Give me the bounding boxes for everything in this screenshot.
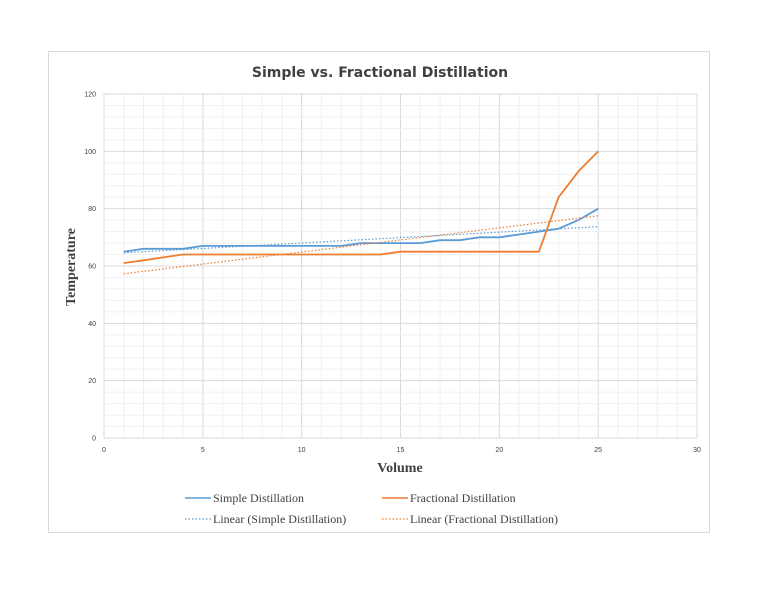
tick-labels: 0 5 10 15 20 25 30 0 20 40 60 80 100 120 [84, 92, 701, 455]
x-tick-label: 0 [102, 447, 106, 454]
y-tick-label: 20 [88, 378, 96, 385]
legend-label: Linear (Fractional Distillation) [410, 512, 558, 526]
line-chart: 0 5 10 15 20 25 30 0 20 40 60 80 100 120 Simple vs. F… [64, 65, 701, 526]
chart-title: Simple vs. Fractional Distillation [252, 65, 508, 81]
y-tick-label: 100 [84, 149, 96, 156]
x-tick-label: 25 [594, 447, 602, 454]
legend-label: Linear (Simple Distillation) [213, 512, 346, 526]
y-tick-label: 0 [92, 436, 96, 443]
x-tick-label: 30 [693, 447, 701, 454]
y-tick-label: 120 [84, 92, 96, 99]
x-tick-label: 10 [298, 447, 306, 454]
y-tick-label: 60 [88, 264, 96, 271]
chart-frame: 0 5 10 15 20 25 30 0 20 40 60 80 100 120 Simple vs. F… [48, 51, 710, 533]
series-line-linear-simple-distillation [123, 226, 599, 254]
series-line-simple-distillation [123, 207, 599, 253]
y-tick-label: 40 [88, 321, 96, 328]
series-layer [123, 150, 599, 275]
legend: Simple Distillation Fractional Distillati… [185, 491, 558, 526]
y-tick-label: 80 [88, 206, 96, 213]
series-line-fractional-distillation [123, 150, 599, 264]
x-axis-title: Volume [377, 461, 422, 476]
legend-label: Fractional Distillation [410, 491, 516, 505]
x-tick-label: 15 [397, 447, 405, 454]
grid [103, 93, 698, 439]
x-tick-label: 5 [201, 447, 205, 454]
y-axis-title: Temperature [64, 228, 79, 306]
series-line-linear-fractional-distillation [123, 215, 599, 275]
x-tick-label: 20 [495, 447, 503, 454]
legend-label: Simple Distillation [213, 491, 304, 505]
